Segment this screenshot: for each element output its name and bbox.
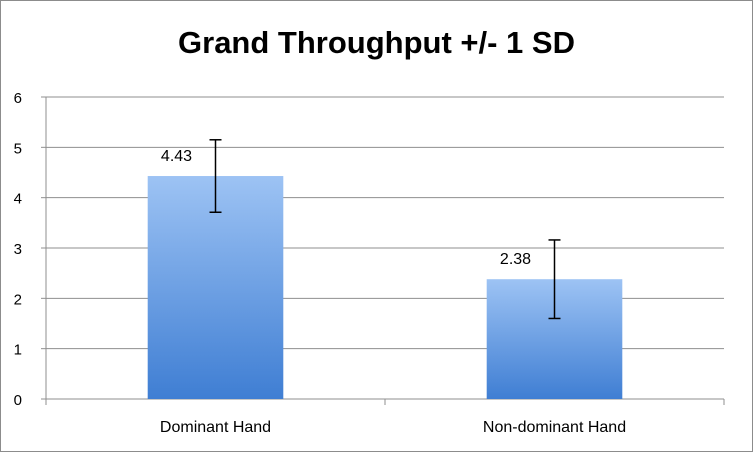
y-tick-label-2: 2 <box>14 291 22 308</box>
y-tick-label-5: 5 <box>14 140 22 157</box>
y-tick-label-1: 1 <box>14 342 22 359</box>
data-label-0: 4.43 <box>161 148 192 165</box>
category-label-0: Dominant Hand <box>160 419 271 436</box>
chart-title: Grand Throughput +/- 1 SD <box>178 25 575 60</box>
y-tick-label-3: 3 <box>14 241 22 258</box>
y-tick-label-6: 6 <box>14 90 22 107</box>
bars <box>147 139 623 399</box>
labels: 0 1 2 3 4 5 6 4.43 Dominant Hand 2.38 Non-dominant… <box>14 90 626 436</box>
category-label-1: Non-dominant Hand <box>483 419 626 436</box>
data-label-1: 2.38 <box>500 251 531 268</box>
y-tick-label-0: 0 <box>14 392 22 409</box>
bar-0 <box>147 176 284 399</box>
y-tick-label-4: 4 <box>14 191 22 208</box>
